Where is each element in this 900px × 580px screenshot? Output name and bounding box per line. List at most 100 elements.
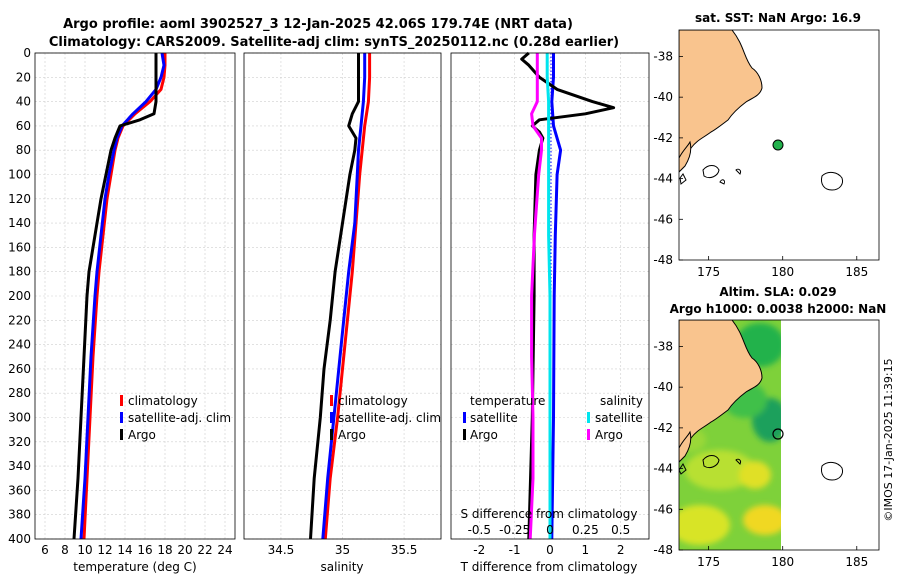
sla-blob-7 <box>743 505 781 535</box>
y-tick-label: 260 <box>8 362 31 376</box>
sal-legend-satellite-label: satellite-adj. clim <box>338 411 441 425</box>
diff-legend-temp-satellite-label: satellite <box>470 411 518 425</box>
y-tick-label: 0 <box>23 46 31 60</box>
diff-legend-sal-satellite-swatch <box>587 412 590 423</box>
salinity-grid <box>244 52 441 540</box>
seamount-contour-2 <box>719 179 725 185</box>
series-line-argo <box>309 53 360 540</box>
top-x-tick-label: -0.5 <box>468 523 491 537</box>
salinity-legend: climatology satellite-adj. clim Argo <box>330 394 441 442</box>
map-y-tick-label: -46 <box>653 502 673 516</box>
y-tick-label: 120 <box>8 192 31 206</box>
map-x-tick-label: 185 <box>845 555 868 569</box>
chatham-islands-contour <box>821 171 843 191</box>
legend-temperature-title: temperature <box>470 394 545 408</box>
x-tick-label: 35.5 <box>391 543 418 557</box>
diff-legend-sal-satellite-label: satellite <box>595 411 643 425</box>
x-tick-label: 0 <box>546 543 554 557</box>
map-x-tick-label: 180 <box>771 265 794 279</box>
sla-map: Altim. SLA: 0.029 Argo h1000: 0.0038 h20… <box>653 285 886 569</box>
x-tick-label: 16 <box>137 543 152 557</box>
x-tick-label: -2 <box>473 543 485 557</box>
y-tick-label: 220 <box>8 313 31 327</box>
map-y-tick-label: -40 <box>653 380 673 394</box>
sla-blob-8 <box>739 461 771 489</box>
temperature-legend: climatology satellite-adj. clim Argo <box>120 394 231 442</box>
temperature-axes-box <box>34 52 236 540</box>
sal-legend-argo-label: Argo <box>338 428 366 442</box>
legend-climatology-swatch <box>120 395 123 406</box>
map-y-tick-label: -44 <box>653 462 673 476</box>
legend-argo-label: Argo <box>128 428 156 442</box>
map-y-tick-label: -38 <box>653 49 673 63</box>
map-x-tick-label: 175 <box>697 265 720 279</box>
x-tick-label: 6 <box>41 543 49 557</box>
sla-map-frame <box>678 319 880 551</box>
y-tick-label: 240 <box>8 338 31 352</box>
x-tick-label: 18 <box>157 543 172 557</box>
map-y-tick-label: -44 <box>653 172 673 186</box>
y-tick-label: 160 <box>8 240 31 254</box>
difference-ticks: -2 -1 0 1 2 -0.5 -0.25 0 0.25 0.5 <box>468 523 631 557</box>
map-y-tick-label: -48 <box>653 253 673 267</box>
south-island-land <box>679 140 692 173</box>
sst-map-ticks: 175 180 185 -38 -40 -42 -44 -46 -48 <box>653 49 868 279</box>
map-x-tick-label: 180 <box>771 555 794 569</box>
difference-lines <box>520 51 616 540</box>
sla-seamount-contour-2 <box>735 458 741 465</box>
salinity-panel: 34.5 35 35.5 salinity climatology satellit… <box>243 52 442 574</box>
sal-legend-satellite-swatch <box>330 412 333 423</box>
sal-legend-climatology-label: climatology <box>338 394 408 408</box>
salinity-axes-box <box>243 52 442 540</box>
y-tick-label: 340 <box>8 459 31 473</box>
x-tick-label: 8 <box>61 543 69 557</box>
temperature-ticks: 0 20 40 60 80 100 120 140 160 180 200 220 240 260 280 3… <box>8 46 233 557</box>
y-tick-label: 20 <box>16 70 31 84</box>
map-y-tick-label: -46 <box>653 212 673 226</box>
legend-salinity-title: salinity <box>600 394 643 408</box>
figure-subtitle: Climatology: CARS2009. Satellite-adj cli… <box>49 35 619 50</box>
top-x-tick-label: 0.25 <box>572 523 599 537</box>
legend-argo-swatch <box>120 429 123 440</box>
map-y-tick-label: -38 <box>653 339 673 353</box>
seamount-contour-3 <box>735 168 741 175</box>
imos-watermark: ©IMOS 17-Jan-2025 11:39:15 <box>882 358 895 521</box>
series-line-salinity-satellite <box>545 53 552 539</box>
x-tick-label: 20 <box>177 543 192 557</box>
y-tick-label: 400 <box>8 532 31 546</box>
x-tick-label: 24 <box>217 543 232 557</box>
y-tick-label: 380 <box>8 508 31 522</box>
sst-map-frame <box>678 29 880 261</box>
sst-float-position-marker <box>772 139 784 151</box>
diff-legend-sal-argo-swatch <box>587 429 590 440</box>
map-y-tick-label: -42 <box>653 131 673 145</box>
y-tick-label: 360 <box>8 483 31 497</box>
temperature-lines <box>72 52 167 540</box>
y-tick-label: 180 <box>8 265 31 279</box>
diff-legend-sal-argo-label: Argo <box>595 428 623 442</box>
sla-map-ticks: 175 180 185 -38 -40 -42 -44 -46 -48 <box>653 339 868 569</box>
y-tick-label: 200 <box>8 289 31 303</box>
x-tick-label: 22 <box>197 543 212 557</box>
map-x-tick-label: 175 <box>697 555 720 569</box>
x-tick-label: 35 <box>335 543 350 557</box>
y-tick-label: 100 <box>8 168 31 182</box>
series-line-argo <box>72 53 158 540</box>
series-line-temperature-satellite <box>550 53 563 540</box>
y-tick-label: 60 <box>16 119 31 133</box>
series-line-satellite-adj-clim <box>321 53 367 540</box>
y-tick-label: 80 <box>16 143 31 157</box>
sla-seamount-contour-1 <box>702 455 720 469</box>
difference-legend: temperature satellite Argo salinity sate… <box>463 394 643 442</box>
salinity-lines <box>309 53 372 540</box>
y-tick-label: 140 <box>8 216 31 230</box>
legend-satellite-label: satellite-adj. clim <box>128 411 231 425</box>
x-tick-label: 2 <box>617 543 625 557</box>
diff-legend-temp-satellite-swatch <box>463 412 466 423</box>
y-tick-label: 300 <box>8 411 31 425</box>
temperature-grid <box>35 52 235 540</box>
top-x-tick-label: 0.5 <box>611 523 630 537</box>
map-y-tick-label: -48 <box>653 543 673 557</box>
x-tick-label: 12 <box>97 543 112 557</box>
seamount-contour-1 <box>702 165 720 179</box>
